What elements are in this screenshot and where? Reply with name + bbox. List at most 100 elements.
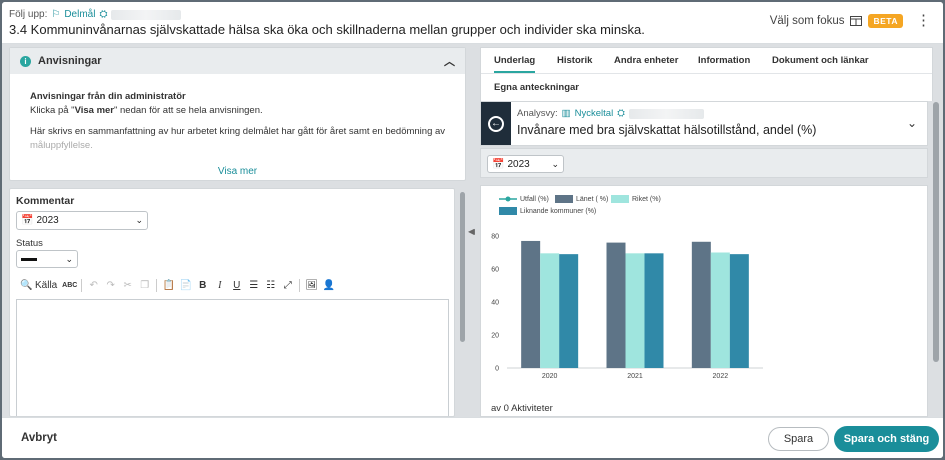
instructions-line-1: Klicka på "Visa mer" nedan för att se he… [30,104,465,118]
cut-icon[interactable]: ✂ [123,279,132,291]
back-button[interactable]: ← [481,102,511,145]
status-dash-icon [21,257,37,261]
redacted-unit [628,108,704,119]
toolbar-separator [299,278,301,292]
analysis-label: Analysvy: [517,108,558,119]
image-icon[interactable]: 🖼 [305,279,319,291]
y-tick-label: 40 [491,300,499,307]
arrow-left-icon: ← [488,115,504,132]
date-filter-bar: 📅 2023 ⌄ [480,148,928,178]
analysis-type: Nyckeltal [574,108,614,119]
right-scrollbar[interactable] [933,102,939,362]
source-button-label[interactable]: Källa [35,279,58,291]
left-scrollbar[interactable] [460,192,465,342]
chart-panel: Utfall (%) Länet ( %) Riket (%) Liknande… [480,185,928,417]
y-tick-label: 60 [491,267,499,274]
tab-underlag[interactable]: Underlag [494,55,536,73]
bar-chart-icon: ▥ [561,108,571,119]
copy-icon[interactable]: ❐ [140,279,150,291]
analysis-title: Invånare med bra självskattat hälsotills… [517,123,817,137]
line-swatch-icon [499,196,517,202]
legend-swatch [555,195,573,203]
redacted-unit [111,9,182,20]
bar [710,252,730,368]
hierarchy-icon: ⛭ [617,108,625,119]
panel-splitter-icon[interactable]: ◀▶ [468,227,480,236]
focus-button[interactable]: Välj som fokus BETA [770,14,903,28]
paste-text-icon[interactable]: 📄 [179,279,192,291]
chevron-down-icon: ⌄ [551,158,559,169]
chevron-down-icon: ⌄ [65,253,73,264]
tab-historik[interactable]: Historik [557,55,593,66]
tab-dokument[interactable]: Dokument och länkar [772,55,869,66]
legend-item-liknande[interactable]: Liknande kommuner (%) [499,207,596,215]
legend-swatch [611,195,629,203]
user-icon[interactable]: 👤 [322,279,335,291]
paste-icon[interactable]: 📋 [162,279,175,291]
analysis-view-header: ← Analysvy: ▥ Nyckeltal ⛭ Invånare med b… [480,101,928,146]
y-tick-label: 80 [491,234,499,241]
bar [521,240,541,368]
instructions-header[interactable]: i Anvisningar ︿ [10,48,465,74]
x-tick-label: 2021 [627,373,643,380]
save-button[interactable]: Spara [768,427,829,451]
save-and-close-button[interactable]: Spara och stäng [834,426,939,452]
x-tick-label: 2020 [542,373,558,380]
hierarchy-icon: ⛭ [99,9,108,20]
underline-icon[interactable]: U [233,279,241,291]
instructions-text: " nedan för att se hela anvisningen. [114,105,263,116]
comment-year-select[interactable]: 📅 2023 ⌄ [16,211,148,230]
italic-icon[interactable]: I [218,279,222,291]
tab-andra-enheter[interactable]: Andra enheter [614,55,679,66]
bullet-list-icon[interactable]: ☷ [266,279,276,291]
legend-swatch [499,207,517,215]
legend-item-riket[interactable]: Riket (%) [611,195,661,203]
dialog-footer: Avbryt Spara Spara och stäng [2,417,943,458]
instructions-panel: i Anvisningar ︿ Anvisningar från din adm… [9,47,466,181]
instructions-title: Anvisningar [38,55,102,67]
bar-chart: 0 20 40 60 80 2020 2021 2022 [491,234,763,380]
more-options-icon[interactable]: ⋮ [916,12,931,29]
bar [559,254,579,368]
crumb-type[interactable]: Delmål [64,9,96,20]
calendar-icon: 📅 [492,158,505,170]
tab-bar: Underlag Historik Andra enheter Informat… [480,47,933,101]
status-select[interactable]: ⌄ [16,250,78,268]
show-more-link[interactable]: Visa mer [217,166,258,177]
legend-item-lanet[interactable]: Länet ( %) [555,195,608,203]
analysis-year-select[interactable]: 📅 2023 ⌄ [487,155,564,173]
instructions-body: Anvisningar från din administratör Klick… [10,74,465,153]
bar [644,253,664,368]
maximize-icon[interactable]: ⤢ [283,279,292,291]
tab-divider [481,73,932,74]
x-tick-label: 2022 [713,373,729,380]
redo-icon[interactable]: ↷ [106,279,115,291]
comment-panel: Kommentar 📅 2023 ⌄ Status ⌄ 🔍 Källa ABC … [9,188,455,417]
breadcrumb: Följ upp: ⚐ Delmål ⛭ [9,9,182,20]
bold-icon[interactable]: B [199,279,207,291]
legend-item-utfall[interactable]: Utfall (%) [499,195,549,203]
right-panel: Underlag Historik Andra enheter Informat… [475,44,943,417]
focus-label: Välj som fokus [769,15,845,27]
tab-egna-anteckningar[interactable]: Egna anteckningar [494,82,579,93]
numbered-list-icon[interactable]: ☰ [249,279,259,291]
instructions-text: Klicka på " [30,105,75,116]
bar [606,242,626,368]
activities-count: av 0 Aktiviteter [491,403,553,414]
undo-icon[interactable]: ↶ [89,279,98,291]
comment-editor[interactable] [16,299,449,416]
toolbar-separator [156,278,158,292]
chevron-up-icon[interactable]: ︿ [444,56,455,68]
instructions-heading: Anvisningar från din administratör [30,91,186,102]
bar [691,241,711,368]
spellcheck-icon[interactable]: ABC [62,281,78,289]
legend-label: Utfall (%) [520,195,549,203]
source-icon[interactable]: 🔍 [20,279,33,291]
cancel-button[interactable]: Avbryt [21,432,57,444]
dialog-body: i Anvisningar ︿ Anvisningar från din adm… [2,44,943,417]
chevron-down-icon: ⌄ [135,215,143,225]
legend-label: Riket (%) [632,195,661,203]
tab-information[interactable]: Information [698,55,751,66]
chevron-down-icon[interactable]: ⌄ [906,116,917,130]
y-tick-label: 0 [495,366,499,373]
